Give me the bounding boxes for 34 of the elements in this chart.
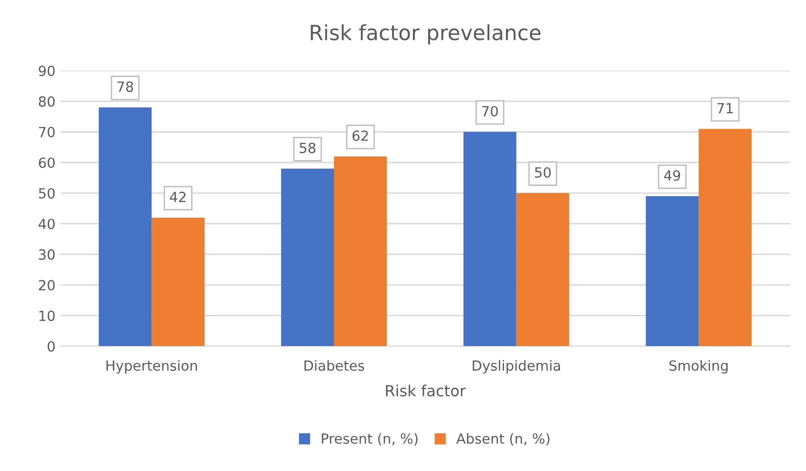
bar: [281, 168, 334, 346]
bar: [646, 196, 699, 346]
bar: [516, 193, 570, 346]
data-label: 70: [482, 106, 498, 116]
x-tick-label: Diabetes: [304, 360, 364, 371]
y-tick-label: 50: [38, 188, 55, 199]
x-axis-title: Risk factor: [386, 384, 466, 396]
data-label: 58: [300, 142, 316, 154]
legend-label: Absent (n, %): [456, 433, 550, 446]
data-label: 71: [717, 103, 733, 114]
y-tick-label: 60: [38, 157, 55, 168]
y-tick-label: 70: [39, 126, 55, 138]
data-label: 78: [117, 81, 134, 92]
y-tick-label: 30: [38, 249, 55, 260]
legend-label: Present (n, %): [322, 433, 418, 446]
chart-title: Risk factor prevelance: [310, 24, 540, 44]
bar: [152, 218, 205, 346]
x-tick-label: Dyslipidemia: [472, 360, 560, 374]
bar: [463, 132, 516, 346]
x-tick-label: Smoking: [669, 360, 728, 374]
bar: [698, 128, 752, 346]
x-tick-label: Hypertension: [106, 360, 197, 374]
bar: [334, 156, 387, 346]
y-tick-label: 0: [48, 341, 55, 352]
bar: [98, 107, 152, 346]
data-label: 42: [170, 192, 186, 202]
data-label: 49: [664, 170, 680, 181]
data-label: 50: [535, 167, 551, 178]
y-tick-label: 10: [39, 310, 55, 322]
y-tick-label: 20: [38, 280, 55, 290]
data-label: 62: [352, 130, 368, 141]
y-tick-label: 40: [38, 218, 55, 230]
y-tick-label: 90: [38, 66, 55, 76]
y-tick-label: 80: [38, 96, 55, 107]
